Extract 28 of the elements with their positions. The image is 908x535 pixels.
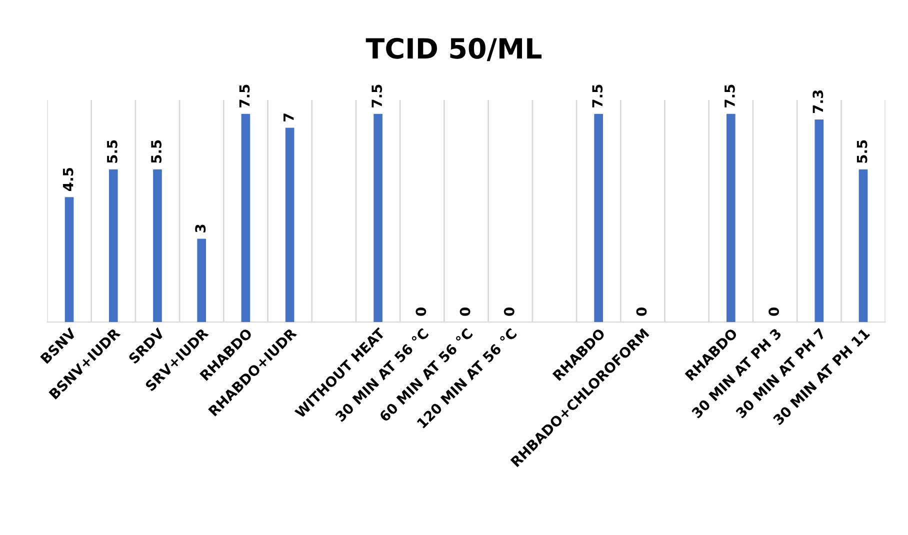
bar: [726, 114, 736, 322]
bar: [858, 169, 868, 322]
bar: [241, 114, 250, 322]
data-label: 5.5: [856, 140, 868, 163]
data-label: 4.5: [62, 168, 74, 191]
data-label: 7.3: [812, 90, 824, 113]
data-label: 5.5: [107, 140, 118, 163]
data-label: 0: [636, 308, 647, 316]
data-label: 0: [768, 308, 780, 316]
data-label: 0: [504, 308, 514, 316]
bar: [197, 238, 206, 322]
bar: [814, 119, 824, 322]
bar: [285, 128, 294, 322]
bar: [153, 169, 162, 322]
data-label: 3: [195, 224, 206, 232]
bar: [374, 114, 382, 322]
data-label: 7: [284, 114, 294, 122]
data-label: 0: [460, 308, 470, 316]
data-label: 0: [416, 308, 426, 316]
data-label: 5.5: [151, 140, 162, 163]
data-label: 7.5: [724, 84, 735, 108]
data-label: 7.5: [592, 84, 603, 108]
bar: [64, 197, 74, 322]
bar: [594, 114, 603, 322]
bar: [108, 169, 118, 322]
chart-title: TCID 50/ML: [366, 38, 542, 62]
data-label: 7.5: [372, 84, 382, 108]
data-label: 7.5: [239, 84, 250, 108]
